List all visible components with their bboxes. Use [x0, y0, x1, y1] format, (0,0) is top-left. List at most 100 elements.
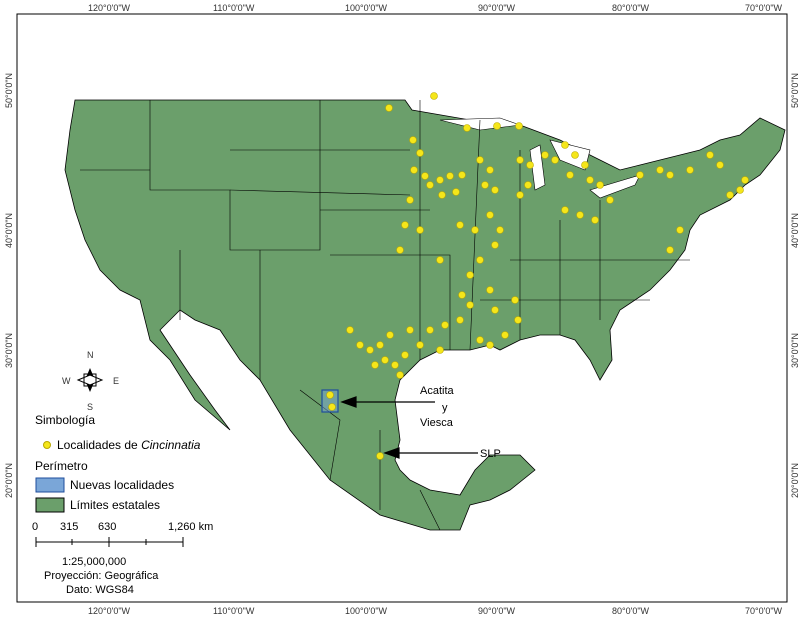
- latitude-label: 30°0'0"N: [790, 333, 800, 368]
- longitude-label: 70°0'0"W: [745, 606, 783, 616]
- annotation: y: [442, 402, 448, 414]
- locality-point: [458, 171, 466, 179]
- locality-point: [686, 166, 694, 174]
- locality-point: [476, 336, 484, 344]
- scale-tick: 315: [60, 521, 78, 533]
- locality-point: [401, 221, 409, 229]
- locality-point: [486, 341, 494, 349]
- locality-point: [515, 122, 523, 130]
- locality-point: [456, 316, 464, 324]
- locality-point: [421, 172, 429, 180]
- locality-point: [391, 361, 399, 369]
- locality-point: [396, 246, 404, 254]
- locality-points: [326, 92, 749, 460]
- locality-point: [326, 391, 334, 399]
- latitude-label: 50°0'0"N: [790, 73, 800, 108]
- annotation: Viesca: [420, 417, 454, 429]
- locality-point: [486, 286, 494, 294]
- locality-point: [526, 161, 534, 169]
- locality-point: [410, 166, 418, 174]
- locality-point: [426, 326, 434, 334]
- locality-point: [463, 124, 471, 132]
- legend-entry: Nuevas localidades: [70, 478, 174, 492]
- compass-s: S: [87, 402, 93, 412]
- locality-point: [406, 196, 414, 204]
- locality-point: [491, 186, 499, 194]
- locality-point: [476, 156, 484, 164]
- locality-point: [416, 149, 424, 157]
- locality-point: [591, 216, 599, 224]
- scale-bar: [35, 537, 184, 547]
- scale-tick: 0: [32, 521, 38, 533]
- locality-point: [716, 161, 724, 169]
- locality-point: [481, 181, 489, 189]
- locality-point: [524, 181, 532, 189]
- locality-point: [666, 246, 674, 254]
- longitude-label: 120°0'0"W: [88, 3, 131, 13]
- locality-point: [436, 256, 444, 264]
- compass-n: N: [87, 350, 94, 360]
- longitude-label: 80°0'0"W: [612, 606, 650, 616]
- legend-entry: Localidades de Cincinnatia: [57, 438, 201, 452]
- locality-point: [511, 296, 519, 304]
- longitude-label: 90°0'0"W: [478, 3, 516, 13]
- longitude-label: 110°0'0"W: [213, 606, 255, 616]
- locality-point: [371, 361, 379, 369]
- locality-point: [406, 326, 414, 334]
- locality-point: [636, 171, 644, 179]
- locality-point: [551, 156, 559, 164]
- locality-point: [486, 211, 494, 219]
- locality-point: [386, 331, 394, 339]
- legend-title: Simbología: [35, 413, 95, 427]
- locality-point: [456, 221, 464, 229]
- latitude-labels: 50°0'0"N 50°0'0"N 40°0'0"N 40°0'0"N 30°0'0"N…: [4, 73, 800, 498]
- locality-point: [493, 122, 501, 130]
- scale-tick: 630: [98, 521, 116, 533]
- longitude-label: 100°0'0"W: [345, 606, 388, 616]
- locality-point: [741, 176, 749, 184]
- locality-point: [501, 331, 509, 339]
- state-lines: [80, 100, 690, 531]
- locality-point: [476, 256, 484, 264]
- locality-point: [401, 351, 409, 359]
- legend-swatch: [35, 477, 65, 493]
- locality-point: [436, 346, 444, 354]
- locality-point: [676, 226, 684, 234]
- locality-point: [438, 191, 446, 199]
- locality-point: [385, 104, 393, 112]
- locality-point: [452, 188, 460, 196]
- compass-w: W: [62, 376, 71, 386]
- legend-entry: Límites estatales: [70, 498, 160, 512]
- legend-swatch: [35, 497, 65, 513]
- locality-point: [514, 316, 522, 324]
- locality-point: [516, 156, 524, 164]
- locality-point: [576, 211, 584, 219]
- compass: N S E W: [62, 350, 119, 412]
- longitude-labels: 120°0'0"W 120°0'0"W 110°0'0"W 110°0'0"W 100°…: [88, 3, 783, 616]
- scale-ratio: 1:25,000,000: [62, 556, 126, 568]
- legend-subtitle: Perímetro: [35, 459, 88, 473]
- locality-point: [416, 341, 424, 349]
- locality-point: [656, 166, 664, 174]
- locality-point: [436, 176, 444, 184]
- latitude-label: 40°0'0"N: [790, 213, 800, 248]
- longitude-label: 80°0'0"W: [612, 3, 650, 13]
- locality-point: [346, 326, 354, 334]
- locality-point: [561, 206, 569, 214]
- latitude-label: 40°0'0"N: [4, 213, 14, 248]
- longitude-label: 120°0'0"W: [88, 606, 131, 616]
- annotation: Acatita: [420, 385, 455, 397]
- longitude-label: 70°0'0"W: [745, 3, 783, 13]
- locality-point: [466, 301, 474, 309]
- annotation: SLP: [480, 448, 501, 460]
- locality-point: [376, 341, 384, 349]
- locality-point: [471, 226, 479, 234]
- arrows: [340, 396, 478, 459]
- latitude-label: 30°0'0"N: [4, 333, 14, 368]
- locality-point: [446, 172, 454, 180]
- legend-point: [43, 441, 51, 449]
- locality-point: [541, 151, 549, 159]
- locality-point: [581, 161, 589, 169]
- locality-point: [566, 171, 574, 179]
